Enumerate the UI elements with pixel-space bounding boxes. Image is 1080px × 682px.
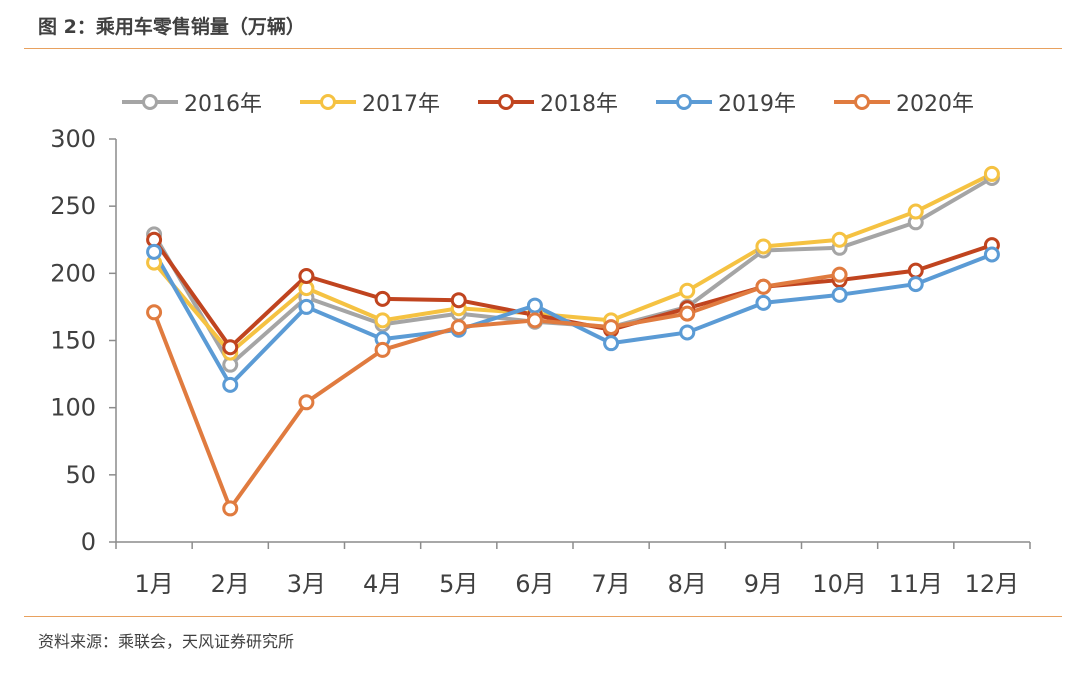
legend-item: 2016年 [120,86,262,118]
data-point [907,203,924,220]
data-point [450,292,467,309]
x-tick-label: 5月 [439,570,478,598]
title-divider [24,48,1062,49]
data-point [298,394,315,411]
legend-marker [142,94,158,110]
y-tick-label: 50 [65,461,96,489]
legend-label: 2019年 [718,92,796,117]
data-point [831,286,848,303]
legend-swatch [478,94,534,110]
data-point [679,324,696,341]
legend-item: 2020年 [832,86,974,118]
legend-swatch [834,94,890,110]
data-point [907,276,924,293]
data-point [603,335,620,352]
legend-marker [498,94,514,110]
data-point [374,341,391,358]
legend-swatch [300,94,356,110]
y-tick-label: 100 [50,394,96,422]
y-tick-label: 150 [50,327,96,355]
source-divider [24,616,1062,617]
y-tick-label: 300 [50,125,96,153]
legend-marker [676,94,692,110]
x-tick-label: 10月 [812,570,867,598]
legend-label: 2018年 [540,92,618,117]
x-tick-label: 3月 [287,570,326,598]
figure-title: 图 2：乘用车零售销量（万辆） [38,16,305,38]
legend-swatch [656,94,712,110]
legend-label: 2017年 [362,92,440,117]
data-point [983,246,1000,263]
x-tick-label: 8月 [668,570,707,598]
x-tick-label: 11月 [888,570,943,598]
legend-label: 2016年 [184,92,262,117]
data-point [755,278,772,295]
data-point [374,312,391,329]
x-tick-label: 7月 [591,570,630,598]
data-point [679,305,696,322]
data-point [298,298,315,315]
y-tick-label: 200 [50,259,96,287]
legend-marker [320,94,336,110]
x-tick-label: 12月 [965,570,1020,598]
x-tick-label: 6月 [515,570,554,598]
series-line [152,238,993,350]
series-line [152,272,840,511]
data-point [450,319,467,336]
x-tick-label: 1月 [134,570,173,598]
data-point [907,262,924,279]
data-point [222,376,239,393]
data-point [831,266,848,283]
legend-swatch [122,94,178,110]
series-line [152,172,993,355]
data-point [222,339,239,356]
data-point [222,500,239,517]
data-point [374,290,391,307]
legend-label: 2020年 [896,92,974,117]
data-point [298,268,315,285]
legend-item: 2018年 [476,86,618,118]
legend-item: 2019年 [654,86,796,118]
data-point [146,304,163,321]
y-tick-label: 250 [50,192,96,220]
legend-marker [854,94,870,110]
data-point [831,231,848,248]
x-tick-label: 4月 [363,570,402,598]
data-point [603,319,620,336]
x-tick-label: 2月 [211,570,250,598]
data-point [679,282,696,299]
data-point [526,312,543,329]
data-point [755,238,772,255]
data-point [526,297,543,314]
legend-item: 2017年 [298,86,440,118]
data-point [983,165,1000,182]
y-tick-label: 0 [81,528,96,556]
chart-legend: 2016年 2017年 2018年 2019年 2020年 [120,86,974,118]
data-point [146,243,163,260]
data-point [755,294,772,311]
x-tick-label: 9月 [744,570,783,598]
source-note: 资料来源：乘联会，天风证券研究所 [38,632,295,651]
